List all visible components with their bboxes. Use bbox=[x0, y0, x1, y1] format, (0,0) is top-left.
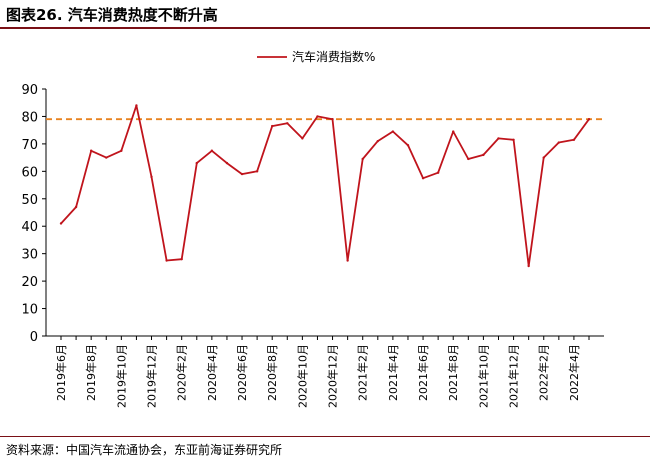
data-point bbox=[421, 176, 425, 180]
data-point bbox=[467, 157, 470, 161]
y-tick-label: 40 bbox=[21, 220, 38, 235]
data-point bbox=[391, 130, 395, 133]
x-tick-label: 2021年8月 bbox=[446, 344, 460, 401]
x-tick-label: 2021年4月 bbox=[386, 344, 400, 401]
y-tick-label: 20 bbox=[21, 275, 38, 290]
legend: 汽车消费指数% bbox=[257, 49, 375, 64]
data-point bbox=[286, 122, 289, 125]
x-tick-label: 2022年4月 bbox=[567, 344, 581, 401]
legend-label: 汽车消费指数% bbox=[292, 49, 375, 64]
x-tick-label: 2020年6月 bbox=[235, 344, 249, 401]
x-tick-label: 2022年2月 bbox=[537, 344, 551, 401]
data-point bbox=[150, 175, 153, 179]
y-tick-label: 10 bbox=[21, 303, 38, 318]
data-point bbox=[572, 138, 576, 141]
data-point bbox=[195, 161, 198, 165]
source-note: 资料来源：中国汽车流通协会，东亚前海证券研究所 bbox=[6, 443, 283, 457]
data-point bbox=[527, 264, 530, 268]
x-tick-label: 2020年4月 bbox=[205, 344, 219, 401]
data-point bbox=[165, 259, 168, 262]
x-tick-label: 2020年2月 bbox=[175, 344, 189, 401]
data-point bbox=[331, 117, 334, 121]
data-point bbox=[452, 130, 455, 133]
x-tick-label: 2021年6月 bbox=[416, 344, 430, 401]
y-tick-label: 90 bbox=[21, 83, 38, 98]
x-tick-label: 2020年10月 bbox=[295, 344, 309, 408]
data-point bbox=[497, 137, 500, 140]
data-point bbox=[301, 137, 304, 140]
y-tick-label: 0 bbox=[30, 330, 38, 345]
chart: 汽车消费指数% 0 10 20 30 40 50 60 70 80 90 2019年6月 2019年8… bbox=[21, 49, 604, 408]
data-point bbox=[436, 171, 440, 174]
data-point bbox=[542, 156, 545, 159]
x-tick-label: 2020年12月 bbox=[326, 344, 340, 408]
series-line bbox=[60, 104, 590, 267]
x-tick-label: 2020年8月 bbox=[265, 344, 279, 401]
data-point bbox=[316, 115, 319, 118]
x-tick-label: 2019年6月 bbox=[54, 344, 68, 401]
x-tick-label: 2019年10月 bbox=[114, 344, 128, 408]
data-point bbox=[225, 161, 229, 165]
source-rule bbox=[0, 436, 650, 437]
plot-area: 0 10 20 30 40 50 60 70 80 90 2019年6月 2019年8月 2019年10… bbox=[21, 83, 604, 408]
data-point bbox=[105, 156, 108, 159]
data-point bbox=[512, 138, 515, 141]
title-rule bbox=[0, 27, 650, 29]
y-tick-label: 30 bbox=[21, 248, 38, 263]
data-point bbox=[180, 257, 183, 261]
y-tick-label: 70 bbox=[21, 138, 38, 153]
x-tick-label: 2021年2月 bbox=[356, 344, 370, 401]
data-point bbox=[406, 144, 410, 147]
data-point bbox=[255, 170, 259, 173]
figure-title: 图表26. 汽车消费热度不断升高 bbox=[6, 6, 218, 24]
data-point bbox=[89, 149, 93, 152]
data-point bbox=[74, 205, 78, 209]
y-tick-label: 50 bbox=[21, 193, 38, 208]
data-point bbox=[587, 117, 591, 121]
x-tick-label: 2019年12月 bbox=[145, 344, 159, 408]
y-tick-label: 60 bbox=[21, 165, 38, 180]
data-point bbox=[135, 104, 138, 107]
y-tick-label: 80 bbox=[21, 110, 38, 125]
data-point bbox=[59, 222, 63, 225]
data-point bbox=[210, 149, 214, 152]
data-point bbox=[376, 139, 379, 143]
x-tick-label: 2021年10月 bbox=[476, 344, 490, 408]
data-point bbox=[482, 153, 485, 157]
data-point bbox=[361, 157, 364, 161]
x-tick-label: 2019年8月 bbox=[84, 344, 98, 401]
data-point bbox=[557, 141, 561, 144]
data-point bbox=[346, 259, 349, 262]
data-point bbox=[120, 149, 123, 152]
x-tick-label: 2021年12月 bbox=[507, 344, 521, 408]
data-point bbox=[271, 124, 274, 128]
data-point bbox=[240, 172, 244, 176]
